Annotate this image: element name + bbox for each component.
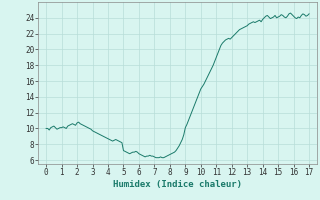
X-axis label: Humidex (Indice chaleur): Humidex (Indice chaleur) — [113, 180, 242, 189]
